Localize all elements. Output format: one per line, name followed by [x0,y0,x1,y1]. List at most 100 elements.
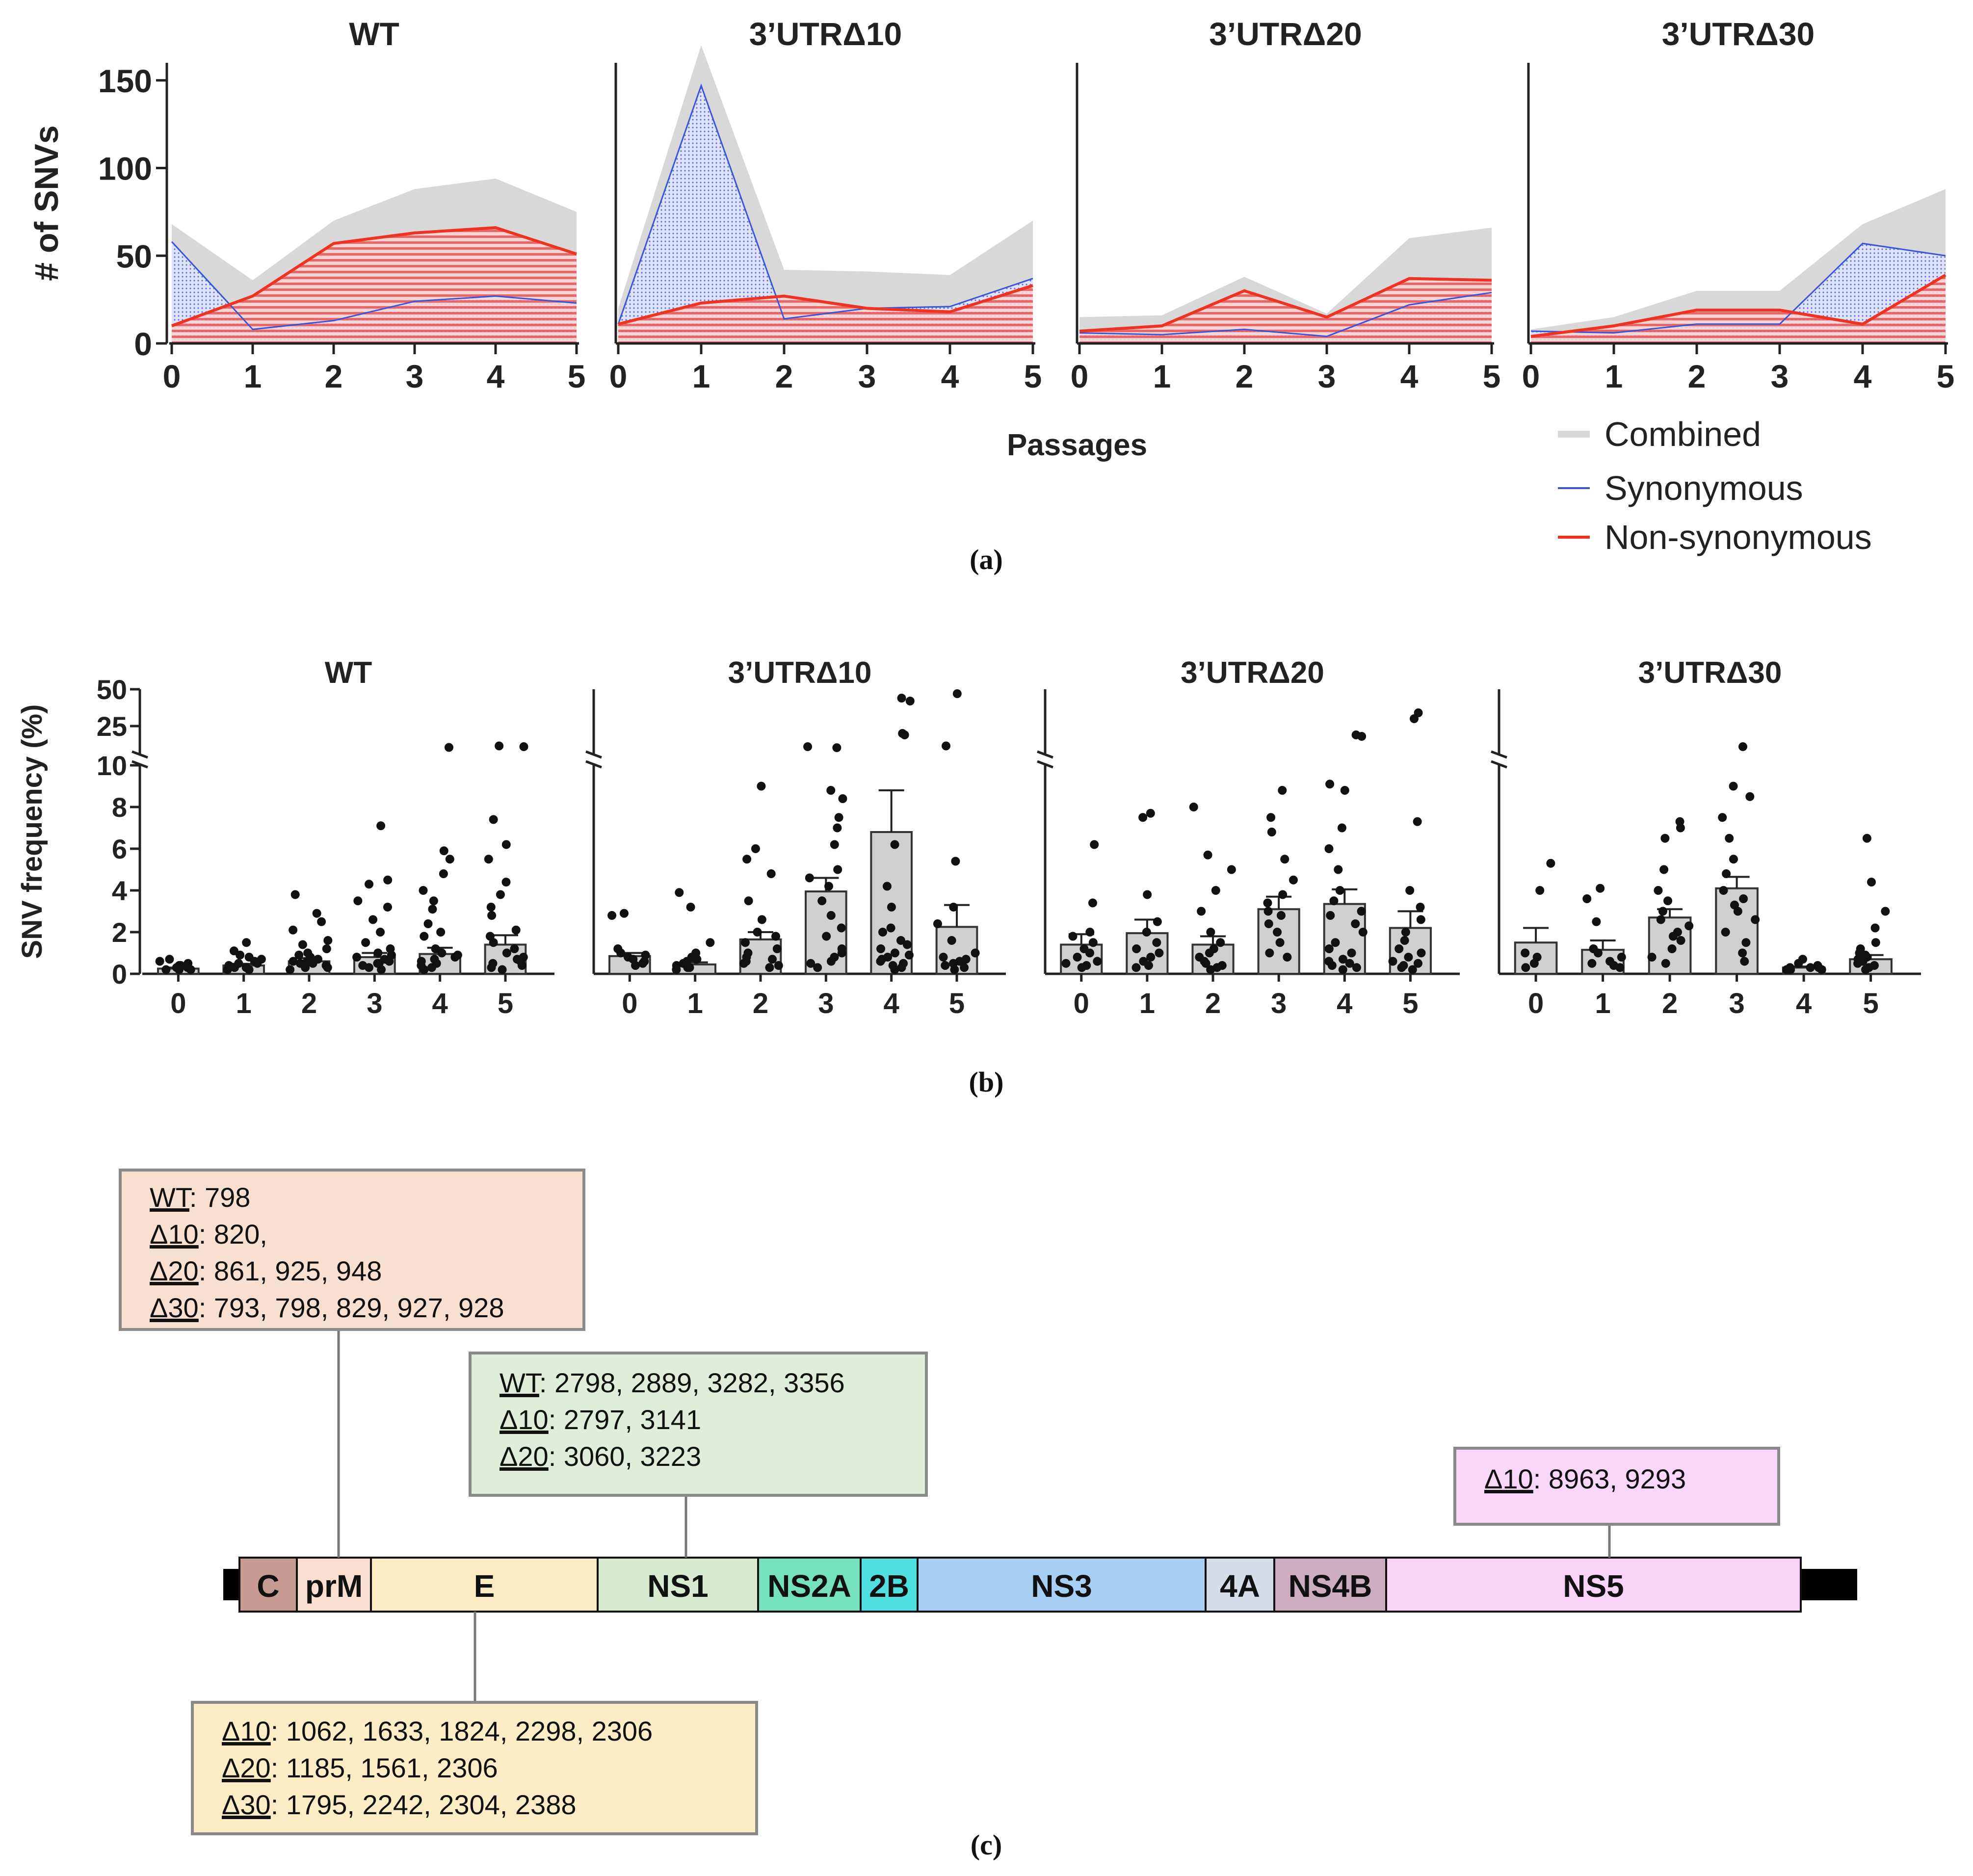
b-point [484,855,493,864]
b-point [1400,936,1409,945]
b-point [439,869,448,878]
b-point [824,882,833,891]
b-point [1684,921,1694,931]
b-x-tick-label: 1 [687,988,703,1019]
b-point [439,846,448,856]
b-point [155,957,164,966]
a-x-tick-label: 1 [1605,358,1623,394]
b-x-tick-label: 2 [753,988,768,1019]
a-x-tick-label: 2 [1236,358,1254,394]
gene-NS2A [757,1557,862,1613]
b-point [833,865,842,874]
b-point [486,903,496,912]
b-point [289,925,298,935]
b-point [383,903,392,912]
a-subplot-0: WT 0 1 2 3 4 5 [163,16,586,394]
b-axis-break-mark [1037,750,1053,759]
a-subplot-title: 3’UTRΔ20 [1209,16,1362,52]
b-point [826,957,836,966]
b-point [1397,963,1406,972]
b-point [1280,855,1289,864]
panel-label-a: (a) [970,544,1003,575]
b-point [890,965,899,974]
gene-C [238,1557,298,1613]
gene-NS3 [917,1557,1207,1613]
gene-label: C [257,1568,279,1604]
b-x-tick-label: 2 [301,988,317,1019]
a-x-tick-label: 2 [325,358,343,394]
a-x-tick-label: 1 [692,358,710,394]
b-point [1077,963,1086,972]
b-point [949,903,958,912]
b-point [317,917,326,926]
b-point [352,953,362,962]
b-point [376,821,386,831]
mutation-positions: : 793, 798, 829, 927, 928 [199,1292,504,1323]
b-point [905,697,915,705]
b-point [1413,817,1422,826]
b-subplot-title: 3’UTRΔ30 [1638,656,1782,690]
b-point [1201,959,1210,968]
b-axis-break-mark [1491,760,1507,769]
a-synonymous-line [1530,242,1946,334]
b-x-tick-label: 3 [818,988,834,1019]
mutation-line: Δ30: 793, 798, 829, 927, 928 [150,1292,504,1323]
b-point [1267,828,1276,836]
b-point [1273,928,1282,937]
b-point [1667,944,1677,953]
gene-label: NS5 [1563,1568,1624,1604]
b-point [501,840,511,849]
b-point [1861,950,1870,960]
b-point [1088,898,1097,908]
b-point [1862,834,1871,843]
a-x-tick-label: 4 [941,358,959,394]
b-point [1143,890,1152,899]
a-synonymous-line [1079,291,1492,338]
mutation-positions: : 798 [189,1182,251,1213]
b-x-tick-label: 5 [1863,988,1878,1019]
b-point [376,928,385,937]
b-y-tick-label: 2 [112,917,127,948]
gene-label: 4A [1220,1568,1260,1604]
b-point [1338,955,1347,964]
b-point [1278,786,1287,795]
gene-NS1 [597,1557,759,1613]
b-point [1721,928,1730,937]
b-point [837,948,846,958]
b-point [242,938,251,947]
mutation-positions: : 1185, 1561, 2306 [271,1752,498,1783]
mutation-variant: Δ10 [222,1716,271,1746]
b-point [437,948,447,958]
b-point [902,940,912,949]
b-point [896,936,905,945]
b-point [826,786,836,795]
b-point [1532,953,1542,962]
b-y-tick-label: 4 [112,875,127,906]
b-point [488,959,498,968]
b-point [1404,953,1413,962]
b-point [1206,965,1215,974]
b-point [832,743,842,753]
b-point [1587,959,1597,968]
callout-box [191,1701,758,1835]
b-point [361,938,370,947]
b-point [1152,938,1161,947]
b-point [1335,886,1344,895]
b-point [1088,938,1098,947]
b-y-tick-label: 10 [97,750,127,781]
a-x-tick-label: 0 [163,358,181,394]
gene-label: NS1 [647,1568,709,1604]
b-point [771,932,780,941]
b-point [1211,886,1220,895]
b-point [1535,886,1545,895]
b-point [1751,915,1760,924]
b-y-tick-label: 50 [97,674,127,705]
b-point [1068,932,1078,941]
b-point [1605,957,1615,966]
b-point [444,743,453,752]
b-point [161,965,171,974]
mutation-line: Δ10: 8963, 9293 [1484,1463,1686,1494]
a-x-tick-label: 2 [1688,358,1706,394]
b-point [939,953,948,962]
